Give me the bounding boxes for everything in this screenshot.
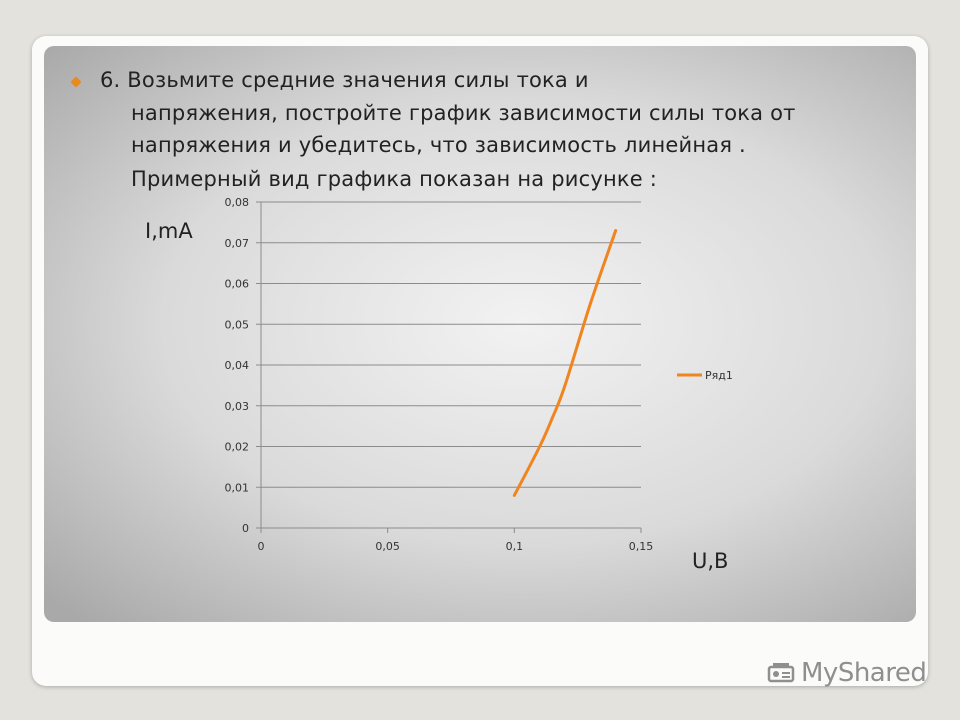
series-line-0 [512, 229, 618, 497]
y-tick-label-0: 0 [242, 522, 249, 535]
watermark-text: MyShared [801, 658, 927, 688]
x-tick-label-0: 0 [258, 540, 265, 553]
y-tick-label-7: 0,07 [225, 237, 250, 250]
y-tick-label-2: 0,02 [225, 441, 250, 454]
y-tick-label-4: 0,04 [225, 359, 250, 372]
x-tick-label-2: 0,1 [506, 540, 524, 553]
y-tick-label-5: 0,05 [225, 318, 250, 331]
y-tick-label-3: 0,03 [225, 400, 250, 413]
y-tick-label-8: 0,08 [225, 196, 250, 209]
x-tick-label-3: 0,15 [629, 540, 654, 553]
slide-text-line-3: напряжения и убедитесь, что зависимость … [131, 133, 746, 157]
y-tick-label-6: 0,06 [225, 278, 250, 291]
slide-panel [44, 46, 916, 622]
slide-text-line-1: 6. Возьмите средние значения силы тока и [100, 68, 589, 92]
x-tick-label-1: 0,05 [375, 540, 400, 553]
projector-icon [767, 663, 795, 683]
y-tick-label-1: 0,01 [225, 481, 250, 494]
legend-label-0: Ряд1 [705, 369, 733, 382]
watermark-logo: MyShared [767, 656, 927, 690]
y-axis-label: I,mA [145, 219, 193, 243]
slide-text-line-4: Примерный вид графика показан на рисунке… [131, 167, 658, 191]
chart: 0 0,01 0,02 0,03 0,04 0,05 0,06 0,07 0,08 0 0,05 0,… [225, 196, 733, 553]
x-axis-label: U,B [692, 549, 729, 573]
slide-text-line-2: напряжения, постройте график зависимости… [131, 101, 796, 125]
